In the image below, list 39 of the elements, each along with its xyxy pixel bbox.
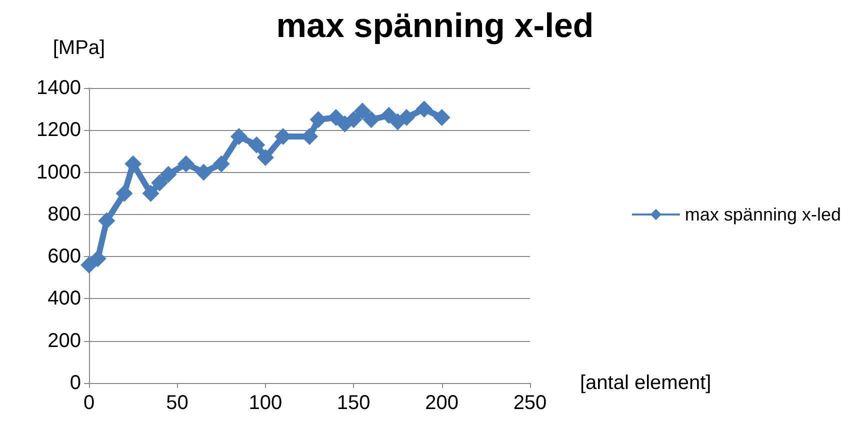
x-axis-title: [antal element] xyxy=(580,372,712,394)
point xyxy=(116,184,133,202)
x-tick-label: 0 xyxy=(83,392,95,414)
point xyxy=(80,256,98,274)
y-tick-label: 200 xyxy=(48,330,81,352)
x-tick-label: 250 xyxy=(513,392,547,414)
point xyxy=(256,149,274,166)
y-axis-title: [MPa] xyxy=(52,37,106,59)
point xyxy=(98,212,116,230)
x-tick-label: 200 xyxy=(425,392,458,414)
point xyxy=(124,155,142,172)
y-tick-label: 0 xyxy=(70,372,81,394)
y-tick-label: 1400 xyxy=(36,77,81,99)
x-tick-label: 150 xyxy=(336,392,370,414)
point xyxy=(195,164,212,181)
point xyxy=(151,174,168,192)
point xyxy=(142,184,160,202)
y-tick-label: 400 xyxy=(48,288,81,310)
point xyxy=(89,250,106,268)
point xyxy=(230,128,248,145)
point xyxy=(160,166,177,183)
point xyxy=(354,102,371,120)
y-tick-label: 1000 xyxy=(36,161,81,184)
y-tick-label: 1200 xyxy=(36,119,81,142)
x-tick-label: 50 xyxy=(166,392,188,414)
y-tick-label: 800 xyxy=(48,203,81,226)
point xyxy=(248,136,266,154)
x-tick-label: 100 xyxy=(248,392,282,414)
legend-label: max spänning x-led xyxy=(684,204,842,224)
point xyxy=(398,109,416,126)
point xyxy=(212,155,230,172)
point xyxy=(310,111,327,128)
point xyxy=(362,111,380,128)
point xyxy=(178,155,195,172)
point xyxy=(416,100,433,118)
y-tick-label: 600 xyxy=(48,246,81,268)
point xyxy=(345,111,362,128)
point xyxy=(433,109,450,126)
chart-title: max spänning x-led xyxy=(276,7,594,45)
